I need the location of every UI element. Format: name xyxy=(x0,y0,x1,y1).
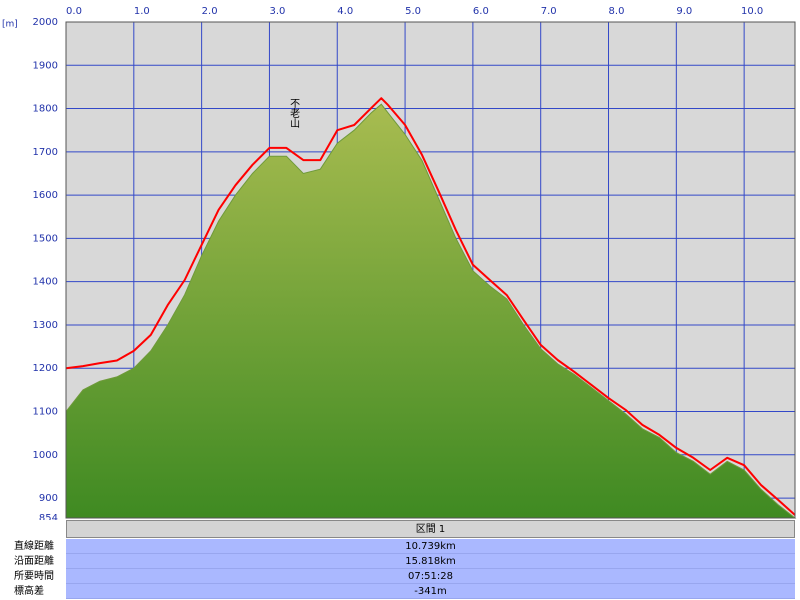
table-row: 標高差 -341m xyxy=(0,584,800,599)
row-label: 直線距離 xyxy=(14,541,54,552)
row-label: 標高差 xyxy=(14,586,44,597)
row-value: -341m xyxy=(66,584,795,599)
y-tick-label: 1200 xyxy=(33,363,58,374)
annotation: 不老山 xyxy=(288,98,300,128)
y-tick-label: 1400 xyxy=(33,277,58,288)
track-line xyxy=(65,97,796,516)
x-tick-label: 7.0 xyxy=(541,6,557,17)
x-tick-label: 8.0 xyxy=(609,6,625,17)
x-tick-label: 3.0 xyxy=(269,6,285,17)
x-tick-label: 0.0 xyxy=(66,6,82,17)
summary-table: 区間 1 直線距離 10.739km 沿面距離 15.818km 所要時間 07:51:2… xyxy=(0,520,800,600)
y-tick-label: 1900 xyxy=(33,60,58,71)
row-label: 所要時間 xyxy=(14,571,54,582)
y-tick-label: 900 xyxy=(39,493,58,504)
plot-border xyxy=(65,21,796,519)
y-axis-label: [m] xyxy=(2,20,18,30)
table-header: 区間 1 xyxy=(66,520,795,538)
y-tick-label: 2000 xyxy=(33,17,58,28)
x-tick-label: 5.0 xyxy=(405,6,421,17)
y-tick-label: 1300 xyxy=(33,320,58,331)
x-tick-label: 10.0 xyxy=(741,6,763,17)
terrain-area xyxy=(65,103,797,519)
y-tick-label: 1700 xyxy=(33,147,58,158)
y-tick-label: 1600 xyxy=(33,190,58,201)
y-tick-label: 1100 xyxy=(33,407,58,418)
y-tick-label: 1000 xyxy=(33,450,58,461)
x-tick-label: 4.0 xyxy=(337,6,353,17)
row-label: 沿面距離 xyxy=(14,556,54,567)
table-row: 沿面距離 15.818km xyxy=(0,554,800,569)
row-value: 15.818km xyxy=(66,554,795,569)
x-tick-label: 1.0 xyxy=(134,6,150,17)
y-tick-label: 854 xyxy=(39,513,58,520)
x-tick-label: 6.0 xyxy=(473,6,489,17)
y-tick-label: 1800 xyxy=(33,104,58,115)
table-row: 所要時間 07:51:28 xyxy=(0,569,800,584)
x-tick-label: 9.0 xyxy=(676,6,692,17)
chart: [m] 854 900 1000 1100 1200 1300 1400 1500 1600 17… xyxy=(2,6,797,520)
row-value: 10.739km xyxy=(66,539,795,554)
x-tick-label: 2.0 xyxy=(202,6,218,17)
row-value: 07:51:28 xyxy=(66,569,795,584)
table-row: 直線距離 10.739km xyxy=(0,539,800,554)
y-tick-label: 1500 xyxy=(33,233,58,244)
